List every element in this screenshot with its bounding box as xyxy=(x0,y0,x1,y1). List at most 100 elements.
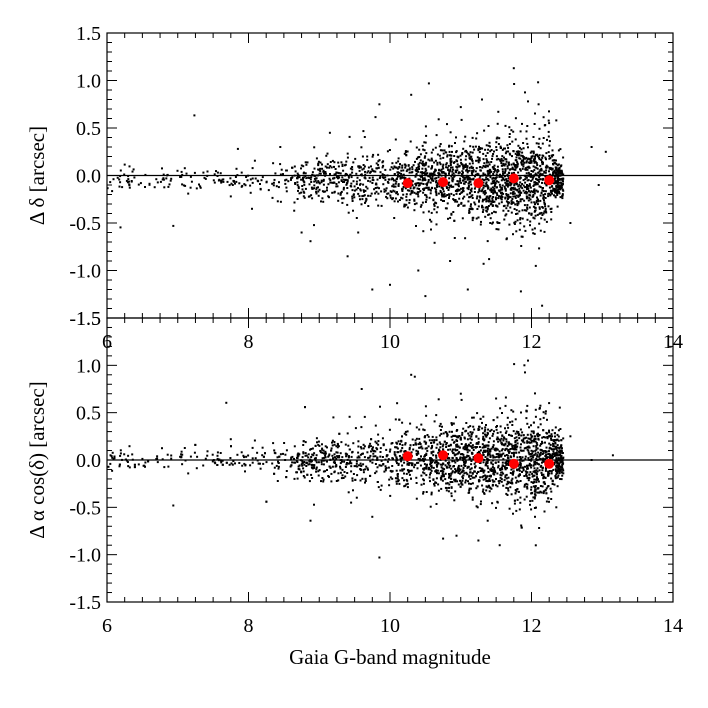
data-point xyxy=(528,464,531,467)
data-point xyxy=(532,450,535,453)
data-point xyxy=(541,473,544,476)
data-point xyxy=(546,432,548,435)
data-point xyxy=(561,474,564,477)
data-point xyxy=(554,196,557,199)
data-point xyxy=(355,172,358,175)
data-point xyxy=(343,471,346,473)
data-point xyxy=(112,457,115,460)
data-point xyxy=(538,170,541,173)
data-point xyxy=(435,463,438,466)
data-point xyxy=(467,426,470,429)
data-point xyxy=(403,203,406,206)
top-x-tick-label: 8 xyxy=(244,331,254,353)
data-point xyxy=(534,209,537,212)
data-point xyxy=(456,163,459,166)
data-point xyxy=(474,175,476,178)
data-point xyxy=(523,475,526,477)
data-point xyxy=(519,461,522,464)
data-point xyxy=(507,487,509,490)
data-point xyxy=(318,444,321,447)
data-point xyxy=(518,508,521,511)
data-point xyxy=(440,186,443,189)
data-point xyxy=(457,452,460,455)
data-point xyxy=(472,145,475,148)
data-point xyxy=(478,480,480,483)
top-y-tick-label: -1.0 xyxy=(69,261,101,283)
data-point xyxy=(409,140,412,143)
data-point xyxy=(460,163,463,166)
data-point xyxy=(346,203,349,206)
data-point xyxy=(454,469,457,472)
data-point xyxy=(391,442,394,444)
data-point xyxy=(528,441,530,444)
data-point xyxy=(352,442,355,445)
data-point xyxy=(418,428,421,431)
data-point xyxy=(551,453,554,456)
data-point xyxy=(484,178,487,181)
data-point xyxy=(374,463,377,465)
data-point xyxy=(420,162,423,165)
data-point xyxy=(558,178,561,181)
data-point xyxy=(553,194,555,197)
data-point xyxy=(335,463,338,466)
data-point xyxy=(494,177,497,180)
data-point xyxy=(514,445,517,448)
data-point xyxy=(470,435,473,438)
data-point xyxy=(375,198,378,201)
data-point xyxy=(532,193,535,196)
data-point xyxy=(482,172,485,175)
data-point xyxy=(504,476,507,479)
data-point xyxy=(552,189,555,192)
data-point xyxy=(469,145,472,148)
data-point xyxy=(393,217,396,219)
data-point xyxy=(329,179,332,182)
data-point xyxy=(408,462,411,464)
data-point xyxy=(469,208,472,210)
data-point xyxy=(529,186,532,189)
data-point xyxy=(450,467,453,470)
data-point xyxy=(254,177,257,180)
data-point xyxy=(137,183,140,186)
data-point xyxy=(439,463,442,466)
data-point xyxy=(509,455,512,458)
data-point xyxy=(220,181,223,184)
data-point xyxy=(505,213,508,216)
data-point xyxy=(442,462,445,465)
data-point xyxy=(491,199,494,202)
data-point xyxy=(131,170,134,173)
data-point xyxy=(323,456,326,459)
data-point xyxy=(481,476,484,479)
data-point xyxy=(539,465,542,468)
data-point xyxy=(451,460,454,463)
data-point xyxy=(482,438,485,441)
data-point xyxy=(512,130,515,133)
data-point xyxy=(515,509,518,512)
data-point xyxy=(553,452,556,455)
data-point xyxy=(456,155,459,158)
data-point xyxy=(277,467,280,470)
data-point xyxy=(128,466,131,469)
data-point xyxy=(369,474,372,477)
data-point xyxy=(391,477,394,480)
data-point xyxy=(405,478,408,481)
outlier-point xyxy=(495,397,498,400)
data-point xyxy=(354,427,357,430)
data-point xyxy=(531,228,534,231)
data-point xyxy=(458,435,461,437)
data-point xyxy=(520,159,523,162)
data-point xyxy=(357,445,360,448)
data-point xyxy=(532,176,535,179)
data-point xyxy=(453,237,456,239)
data-point xyxy=(347,175,350,178)
data-point xyxy=(534,160,537,163)
data-point xyxy=(424,442,427,445)
data-point xyxy=(388,428,391,431)
data-point xyxy=(505,447,508,450)
data-point xyxy=(547,151,550,154)
data-point xyxy=(435,179,438,182)
data-point xyxy=(271,462,274,465)
data-point xyxy=(534,449,537,452)
data-point xyxy=(279,200,282,203)
data-point xyxy=(486,444,489,447)
data-point xyxy=(532,464,535,467)
